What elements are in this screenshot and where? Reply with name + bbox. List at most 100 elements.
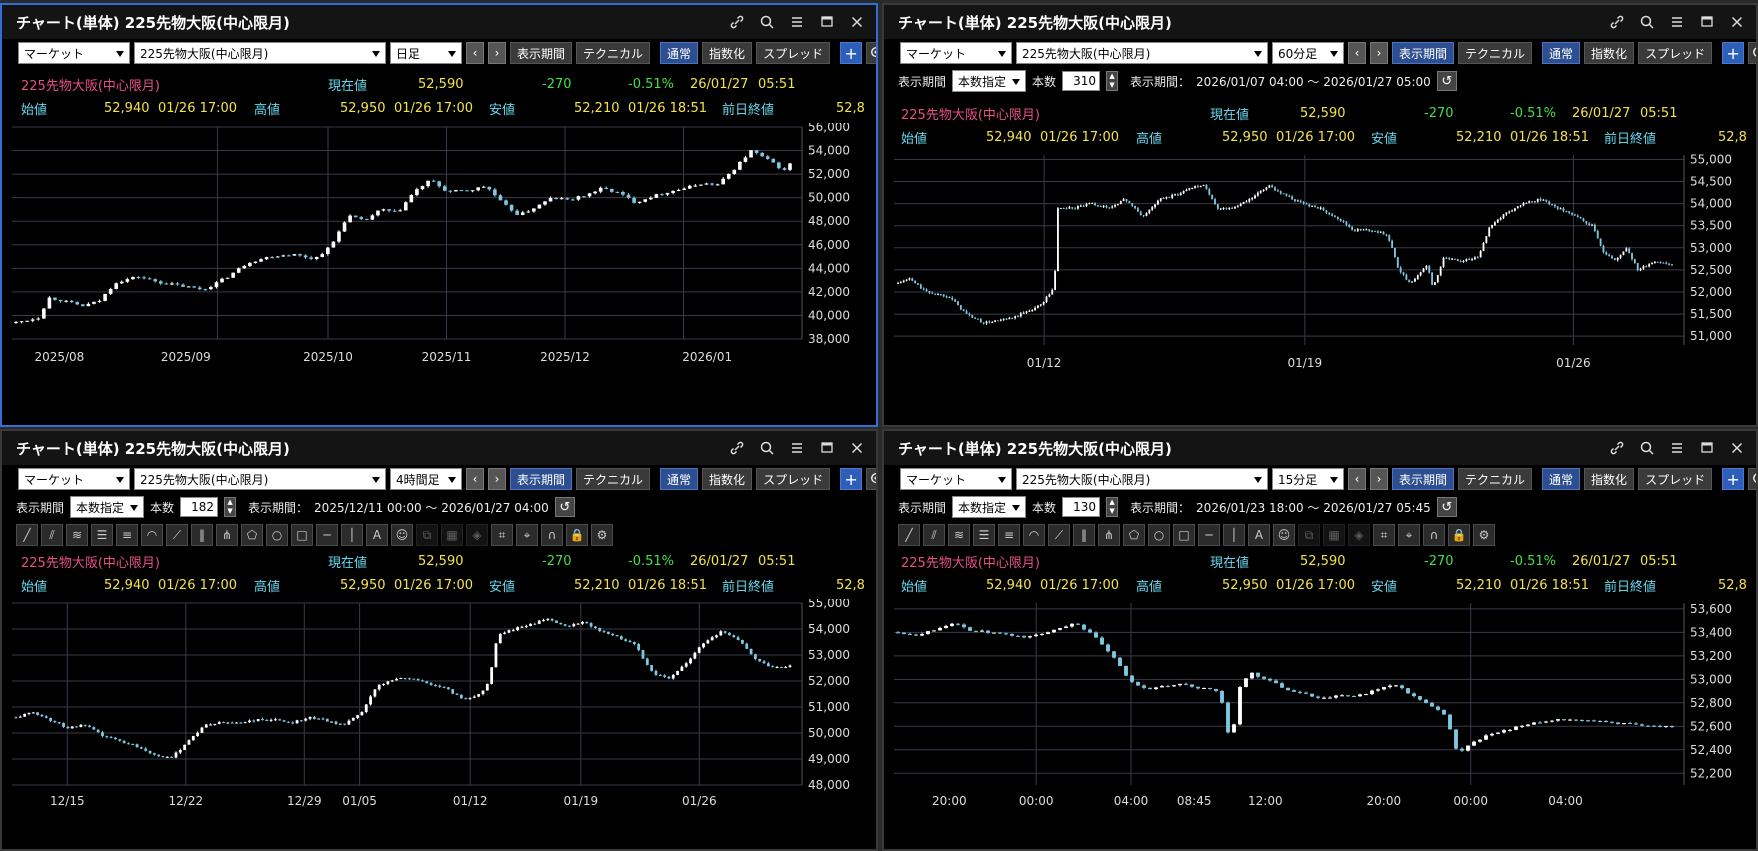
rect-icon[interactable]: □ (291, 524, 313, 546)
reset-icon[interactable]: ↺ (1436, 71, 1457, 91)
period-button[interactable]: 表示期間 (510, 468, 573, 490)
link-icon[interactable] (724, 435, 750, 461)
count-input[interactable]: 310 (1062, 71, 1101, 91)
index-button[interactable]: 指数化 (702, 42, 753, 64)
count-spinner[interactable]: ▲ ▼ (1106, 71, 1119, 91)
settings-icon[interactable]: ⚙ (591, 524, 613, 546)
zoom-icon[interactable] (1748, 42, 1756, 64)
panel-titlebar[interactable]: チャート(単体) 225先物大阪(中心限月) (2, 5, 876, 39)
index-button[interactable]: 指数化 (702, 468, 753, 490)
link-icon[interactable] (1604, 9, 1630, 35)
lock-icon[interactable]: 🔒 (1448, 524, 1470, 546)
normal-button[interactable]: 通常 (1542, 468, 1581, 490)
measure-icon[interactable]: ⌖ (516, 524, 538, 546)
spread-button[interactable]: スプレッド (756, 468, 831, 490)
hline-icon[interactable]: ☰ (973, 524, 995, 546)
menu-icon[interactable] (784, 435, 810, 461)
eraser-icon[interactable]: ◈ (1348, 524, 1370, 546)
circle-icon[interactable]: ○ (1148, 524, 1170, 546)
panel-titlebar[interactable]: チャート(単体) 225先物大阪(中心限月) (884, 5, 1756, 39)
next-button[interactable]: › (488, 468, 506, 490)
magnet-icon[interactable]: ∩ (541, 524, 563, 546)
text-icon[interactable]: A (366, 524, 388, 546)
add-icon[interactable]: + (840, 468, 863, 490)
interval-select[interactable]: 日足 (390, 42, 462, 64)
add-icon[interactable]: + (1722, 468, 1745, 490)
menu-icon[interactable] (784, 9, 810, 35)
text-icon[interactable]: A (1248, 524, 1270, 546)
eraser-icon[interactable]: ◈ (466, 524, 488, 546)
normal-button[interactable]: 通常 (660, 468, 699, 490)
arc-icon[interactable]: ◠ (1023, 524, 1045, 546)
market-select[interactable]: マーケット (18, 42, 130, 64)
interval-select[interactable]: 60分足 (1272, 42, 1344, 64)
panel-titlebar[interactable]: チャート(単体) 225先物大阪(中心限月) (2, 431, 876, 465)
index-button[interactable]: 指数化 (1584, 468, 1635, 490)
market-select[interactable]: マーケット (18, 468, 130, 490)
count-input[interactable]: 182 (180, 497, 219, 517)
symbol-select[interactable]: 225先物大阪(中心限月) (1016, 42, 1268, 64)
gann-icon[interactable]: ‖ (191, 524, 213, 546)
next-button[interactable]: › (1370, 468, 1388, 490)
period-mode-select[interactable]: 本数指定 (952, 496, 1027, 518)
horizontal-icon[interactable]: ─ (316, 524, 338, 546)
normal-button[interactable]: 通常 (660, 42, 699, 64)
ruler-icon[interactable]: ⌗ (491, 524, 513, 546)
pentagon-icon[interactable]: ⬠ (241, 524, 263, 546)
interval-select[interactable]: 15分足 (1272, 468, 1344, 490)
index-button[interactable]: 指数化 (1584, 42, 1635, 64)
maximize-icon[interactable] (814, 9, 840, 35)
settings-icon[interactable]: ⚙ (1473, 524, 1495, 546)
price-chart[interactable]: 53,600 53,400 53,200 53,000 52,800 52,600 52,4… (884, 599, 1756, 849)
measure-icon[interactable]: ⌖ (1398, 524, 1420, 546)
next-button[interactable]: › (488, 42, 506, 64)
copy-icon[interactable]: ⧉ (1298, 524, 1320, 546)
zoom-icon[interactable] (866, 42, 876, 64)
spread-button[interactable]: スプレッド (1638, 468, 1713, 490)
period-button[interactable]: 表示期間 (1392, 42, 1455, 64)
emoji-icon[interactable]: ☺ (391, 524, 413, 546)
period-button[interactable]: 表示期間 (510, 42, 573, 64)
magnet-icon[interactable]: ∩ (1423, 524, 1445, 546)
search-icon[interactable] (1634, 435, 1660, 461)
close-icon[interactable] (844, 9, 870, 35)
emoji-icon[interactable]: ☺ (1273, 524, 1295, 546)
count-spinner[interactable]: ▲ ▼ (1106, 497, 1119, 517)
symbol-select[interactable]: 225先物大阪(中心限月) (134, 468, 386, 490)
market-select[interactable]: マーケット (900, 468, 1012, 490)
fib-icon[interactable]: ≡ (116, 524, 138, 546)
search-icon[interactable] (754, 435, 780, 461)
lock-icon[interactable]: 🔒 (566, 524, 588, 546)
spread-button[interactable]: スプレッド (756, 42, 831, 64)
rect-icon[interactable]: □ (1173, 524, 1195, 546)
gann-icon[interactable]: ‖ (1073, 524, 1095, 546)
count-input[interactable]: 130 (1062, 497, 1101, 517)
panel-titlebar[interactable]: チャート(単体) 225先物大阪(中心限月) (884, 431, 1756, 465)
close-icon[interactable] (844, 435, 870, 461)
fib-icon[interactable]: ≡ (998, 524, 1020, 546)
delete-icon[interactable]: ▦ (1323, 524, 1345, 546)
hline-icon[interactable]: ☰ (91, 524, 113, 546)
prev-button[interactable]: ‹ (1348, 42, 1366, 64)
link-icon[interactable] (724, 9, 750, 35)
menu-icon[interactable] (1664, 9, 1690, 35)
technical-button[interactable]: テクニカル (576, 468, 651, 490)
trendline-icon[interactable]: ╱ (16, 524, 38, 546)
period-mode-select[interactable]: 本数指定 (952, 70, 1027, 92)
menu-icon[interactable] (1664, 435, 1690, 461)
technical-button[interactable]: テクニカル (1458, 468, 1533, 490)
price-chart[interactable]: 55,000 54,500 54,000 53,500 53,000 52,500 52,0… (884, 151, 1756, 423)
price-chart[interactable]: 55,000 54,000 53,000 52,000 51,000 50,000 49,0… (2, 599, 876, 849)
search-icon[interactable] (1634, 9, 1660, 35)
search-icon[interactable] (754, 9, 780, 35)
period-button[interactable]: 表示期間 (1392, 468, 1455, 490)
prev-button[interactable]: ‹ (466, 468, 484, 490)
vertical-icon[interactable]: │ (341, 524, 363, 546)
add-icon[interactable]: + (1722, 42, 1745, 64)
technical-button[interactable]: テクニカル (576, 42, 651, 64)
pentagon-icon[interactable]: ⬠ (1123, 524, 1145, 546)
pitchfork-icon[interactable]: ⋔ (1098, 524, 1120, 546)
horizontal-icon[interactable]: ─ (1198, 524, 1220, 546)
period-mode-select[interactable]: 本数指定 (70, 496, 145, 518)
maximize-icon[interactable] (1694, 9, 1720, 35)
